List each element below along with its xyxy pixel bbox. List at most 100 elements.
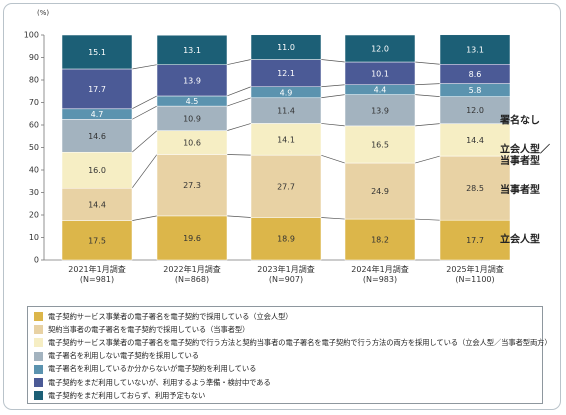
bar-segment [439,123,511,157]
bar-segment [344,125,416,164]
connector-line [414,123,441,127]
connector-line [131,215,158,221]
x-tick-label: 2022年1月調査 [163,264,220,274]
connector-line [131,154,158,189]
x-tick-sublabel: (N=981) [80,275,114,284]
data-label: 13.1 [466,46,484,55]
data-label: 10.1 [371,69,389,78]
legend-label: 電子契約サービス事業者の電子署名を電子契約で行う方法と契約当事者の電子署名を電子… [48,337,552,347]
connector-line [320,123,346,127]
group-annotation: 当事者型 [500,183,540,196]
bar-segment [344,162,416,220]
stacked-bar-chart: (%) 0 10 20 30 40 50 60 70 80 90 100 17.5 19.6 18.9 1… [24,9,550,284]
legend-swatch [34,351,43,361]
x-tick-sublabel: (N=907) [269,275,303,284]
legend-item: 電子契約サービス事業者の電子署名を電子契約で行う方法と契約当事者の電子署名を電子… [34,336,552,349]
y-tick-label: 30 [29,188,39,197]
data-label: 11.4 [277,107,295,116]
connector-line [320,84,346,88]
bar-segment [250,97,322,124]
chart-legend: 電子契約サービス事業者の電子署名を電子契約で採用している（立会人型） 契約当事者の… [27,306,552,404]
bar-segment [439,155,511,221]
y-tick-label: 70 [29,98,39,107]
connector-line [320,59,346,63]
data-label: 14.4 [466,136,484,145]
data-label: 16.0 [88,166,106,175]
data-label: 15.1 [88,48,106,57]
bar-segment [250,217,322,261]
connector-line [320,217,346,220]
bar-segment [250,154,322,218]
data-label: 28.5 [466,184,484,193]
data-label: 8.6 [469,70,482,79]
y-tick-label: 40 [29,166,39,175]
legend-item: 電子契約サービス事業者の電子署名を電子契約で採用している（立会人型） [34,310,536,323]
connector-line [131,130,158,153]
y-tick-label: 0 [34,256,39,265]
data-label: 11.0 [277,43,295,52]
legend-label: 電子契約をまだ利用しておらず、利用予定もない [48,390,206,400]
data-label: 14.1 [277,135,295,144]
bar-segment [61,151,133,189]
y-tick-label: 10 [29,233,39,242]
chart-frame [3,3,561,410]
data-label: 10.6 [183,139,201,148]
data-label: 16.5 [371,140,389,149]
legend-item: 電子署名を利用しているか分からないが電子契約を利用している [34,363,536,376]
bar-segment [439,219,511,261]
data-label: 17.7 [466,236,484,245]
data-label: 10.9 [183,114,201,123]
x-tick-label: 2023年1月調査 [257,264,314,274]
data-label: 12.1 [277,69,295,78]
legend-label: 電子契約サービス事業者の電子署名を電子契約で採用している（立会人型） [48,311,293,321]
connector-line [414,94,441,97]
legend-swatch [34,325,43,335]
legend-item: 電子署名を利用しない電子契約を採用している [34,350,536,363]
connector-line [131,105,158,120]
legend-item: 契約当事者の電子署名を電子契約で採用している（当事者型） [34,323,536,336]
legend-swatch [34,338,43,348]
bar-segment [250,34,322,60]
bar-segment [61,68,133,110]
x-tick-sublabel: (N=1100) [455,275,494,284]
x-tick-label: 2024年1月調査 [351,264,408,274]
legend-swatch [34,378,43,388]
bar-segment [61,220,133,261]
data-label: 12.0 [466,106,484,115]
connector-line [414,83,441,86]
data-label: 4.7 [91,110,104,119]
legend-label: 電子署名を利用しているか分からないが電子契約を利用している [48,364,257,374]
connector-line [320,154,346,164]
bar-segment [344,218,416,261]
data-label: 18.9 [277,235,295,244]
bar-segment [344,34,416,63]
bar-segment [439,34,511,65]
bar-segment [156,154,228,217]
connector-line [226,154,252,156]
group-annotation: 立会人型／ [500,143,550,156]
y-tick-label: 80 [29,76,39,85]
x-tick-sublabel: (N=983) [363,275,397,284]
data-label: 27.7 [277,182,295,191]
legend-label: 電子契約をまだ利用していないが、利用するよう準備・検討中である [48,377,271,387]
legend-swatch [34,391,43,401]
legend-swatch [34,312,43,322]
connector-line [320,94,346,99]
bar-segment [156,34,228,65]
legend-item: 電子契約をまだ利用しておらず、利用予定もない [34,389,536,402]
legend-item: 電子契約をまだ利用していないが、利用するよう準備・検討中である [34,376,536,389]
connector-line [226,215,252,218]
data-label: 14.6 [88,132,106,141]
x-tick-label: 2025年1月調査 [446,264,503,274]
bar-segment [156,64,228,97]
legend-label: 契約当事者の電子署名を電子契約で採用している（当事者型） [48,324,250,334]
data-label: 12.0 [371,45,389,54]
y-tick-label: 50 [29,143,39,152]
data-label: 27.3 [183,181,201,190]
data-label: 19.6 [183,234,201,243]
data-label: 18.2 [371,236,389,245]
data-label: 13.9 [183,76,201,85]
data-label: 24.9 [371,187,389,196]
data-label: 4.5 [186,97,199,106]
connector-line [226,86,252,97]
